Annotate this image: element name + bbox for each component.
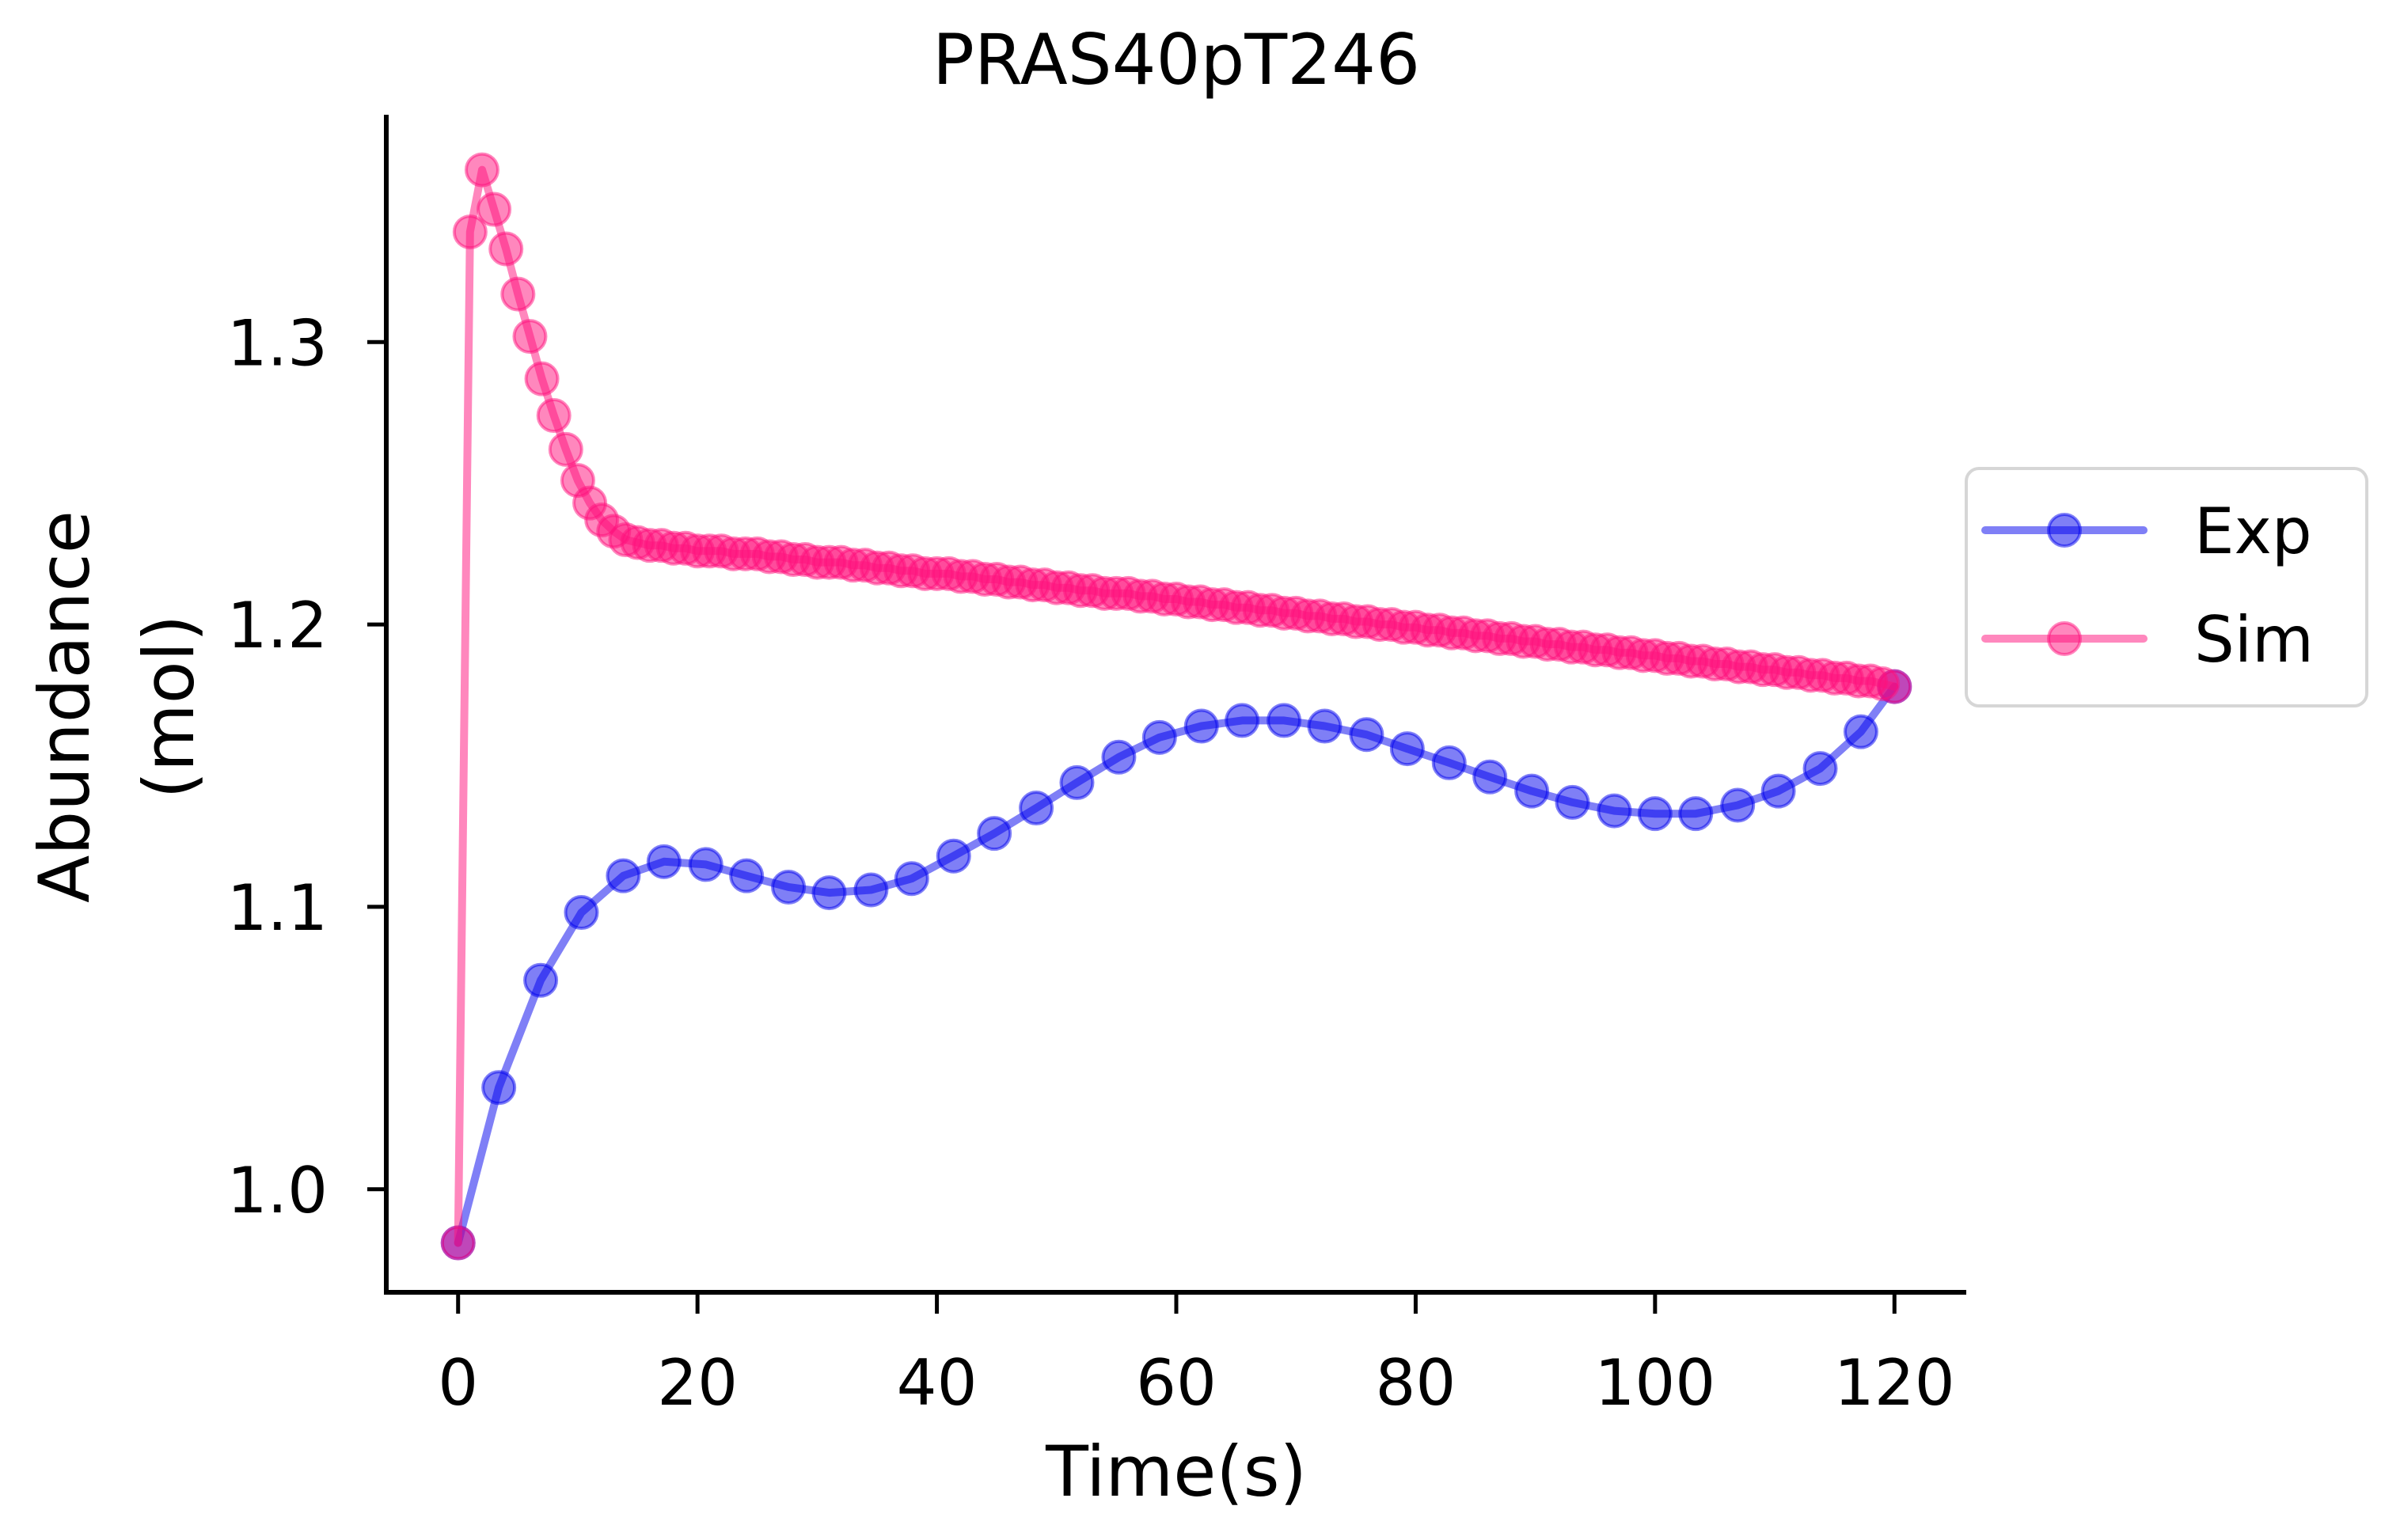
data-point-sim [477, 192, 512, 227]
data-point-exp [771, 869, 807, 905]
data-point-exp [853, 872, 889, 908]
data-point-exp [1349, 717, 1384, 753]
series-layer [440, 152, 1912, 1261]
data-point-exp [1141, 719, 1177, 755]
legend: Exp Sim [1965, 467, 2368, 707]
data-point-sim [548, 431, 583, 467]
data-point-exp [894, 861, 929, 897]
chart-title: PRAS40pT246 [932, 19, 1420, 101]
data-point-exp [1389, 731, 1425, 767]
data-point-sim [464, 152, 499, 188]
data-point-exp [606, 858, 641, 893]
data-point-exp [1019, 791, 1054, 826]
data-point-sim [524, 361, 560, 396]
plot-area [440, 152, 1912, 1261]
data-point-exp [1267, 703, 1302, 738]
x-tick-label: 20 [657, 1346, 738, 1420]
y-ticks: 1.0 1.1 1.2 1.3 [227, 306, 386, 1227]
series-sim [440, 152, 1912, 1261]
data-point-sim [1877, 669, 1912, 704]
data-point-exp [936, 838, 971, 874]
data-point-exp [1431, 745, 1467, 780]
y-tick-label: 1.3 [227, 306, 328, 380]
data-point-exp [564, 895, 599, 931]
data-point-sim [488, 231, 524, 267]
data-point-exp [523, 962, 559, 998]
data-point-exp [1183, 708, 1219, 744]
data-point-exp [1678, 796, 1714, 832]
y-axis-label-line-2: (mol) [128, 615, 210, 799]
data-point-sim [440, 1225, 476, 1261]
y-tick-label: 1.1 [227, 871, 328, 945]
data-point-exp [1514, 773, 1550, 809]
legend-label: Sim [2194, 603, 2314, 677]
x-tick-label: 120 [1834, 1346, 1955, 1420]
data-point-exp [1597, 793, 1632, 829]
data-point-sim [500, 276, 536, 312]
data-point-exp [977, 816, 1012, 852]
data-point-exp [1225, 703, 1260, 738]
x-tick-label: 40 [897, 1346, 978, 1420]
data-point-exp [1802, 751, 1838, 787]
data-point-exp [1059, 764, 1095, 800]
legend-item-sim: Sim [1981, 603, 2314, 677]
legend-swatch-marker [2047, 513, 2082, 548]
data-point-exp [1720, 787, 1756, 823]
legend-swatch-marker [2047, 621, 2082, 656]
x-tick-label: 100 [1594, 1346, 1715, 1420]
x-tick-label: 60 [1136, 1346, 1217, 1420]
y-tick-label: 1.2 [227, 589, 328, 662]
data-point-exp [1637, 796, 1673, 832]
x-ticks: 0 20 40 60 80 100 120 [438, 1295, 1955, 1420]
y-axis-label: Abundance (mol) [24, 510, 210, 903]
data-point-exp [1101, 739, 1137, 775]
data-point-exp [1555, 784, 1590, 820]
data-point-sim [536, 398, 572, 434]
data-point-exp [729, 858, 765, 893]
data-point-exp [1760, 773, 1796, 809]
data-point-exp [481, 1070, 517, 1106]
x-tick-label: 80 [1376, 1346, 1456, 1420]
data-point-exp [1307, 708, 1343, 744]
x-axis-label: Time(s) [1045, 1431, 1307, 1512]
data-point-exp [811, 875, 847, 911]
data-point-exp [646, 844, 682, 879]
data-point-sim [512, 319, 548, 355]
legend-item-exp: Exp [1981, 495, 2312, 568]
y-axis-label-line-1: Abundance [24, 510, 105, 903]
series-exp [440, 669, 1912, 1261]
data-point-exp [1472, 759, 1508, 795]
data-point-exp [688, 847, 723, 882]
data-point-exp [1843, 714, 1878, 749]
legend-label: Exp [2194, 495, 2312, 568]
data-point-sim [452, 214, 488, 250]
x-tick-label: 0 [438, 1346, 478, 1420]
y-tick-label: 1.0 [227, 1154, 328, 1227]
legend-entries: Exp Sim [1981, 495, 2314, 677]
